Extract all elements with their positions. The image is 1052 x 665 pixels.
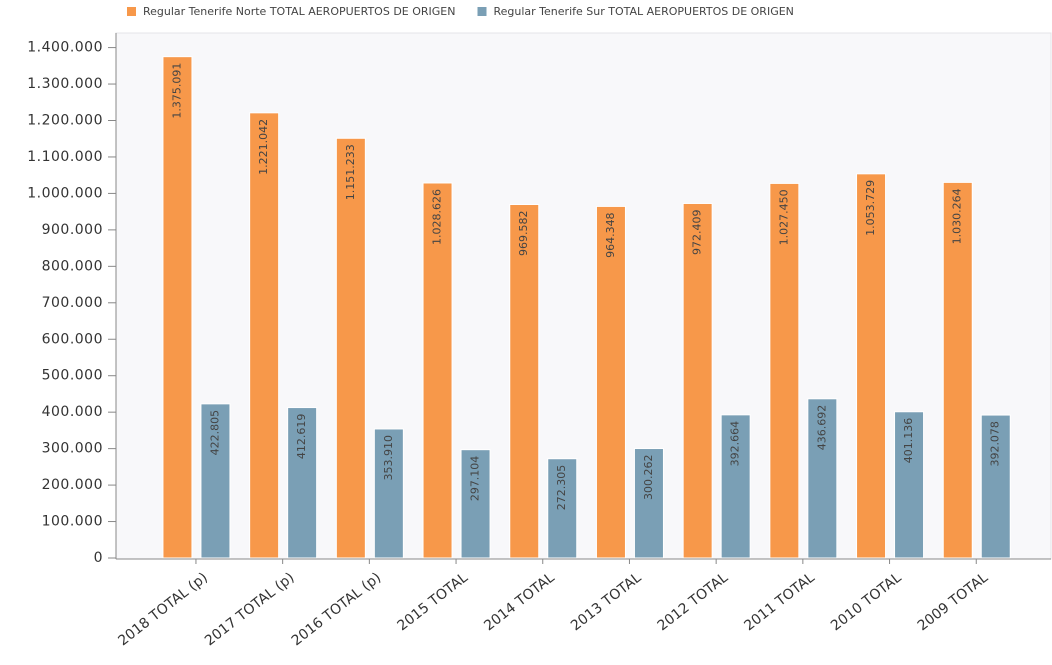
data-label: 422.805 [208,410,221,456]
bar [942,181,973,559]
bar [807,398,838,559]
y-tick-label: 600.000 [42,331,103,347]
bar [287,407,318,559]
y-tick-label: 500.000 [42,368,103,384]
y-tick-label: 300.000 [42,441,103,457]
data-label: 969.582 [517,211,530,257]
bar [422,182,453,559]
y-tick-label: 800.000 [42,258,103,274]
data-label: 1.027.450 [777,189,790,245]
y-tick-label: 100.000 [42,514,103,530]
data-label: 1.375.091 [170,63,183,119]
bar [460,449,491,559]
data-label: 972.409 [691,209,704,255]
data-label: 392.664 [729,421,742,467]
legend-label: Regular Tenerife Sur TOTAL AEROPUERTOS D… [494,5,794,18]
data-label: 1.151.233 [344,144,357,200]
x-tick-label: 2011 TOTAL [741,570,818,635]
bar [769,182,800,559]
x-tick-label: 2016 TOTAL (p) [289,570,385,650]
x-tick-label: 2015 TOTAL [395,570,472,635]
y-tick-label: 900.000 [42,222,103,238]
x-tick-label: 2017 TOTAL (p) [202,570,298,650]
data-label: 401.136 [902,418,915,464]
data-label: 300.262 [642,455,655,501]
bar [373,428,404,559]
data-label: 412.619 [295,414,308,460]
y-tick-label: 700.000 [42,295,103,311]
bar [335,137,366,559]
legend-swatch [127,7,136,16]
bar [980,414,1011,559]
x-tick-label: 2013 TOTAL [568,570,645,635]
y-tick-label: 1.400.000 [27,40,103,56]
data-label: 297.104 [469,456,482,502]
bar [633,448,664,559]
bar [682,202,713,559]
data-label: 1.028.626 [431,189,444,245]
data-label: 353.910 [382,435,395,481]
x-tick-label: 2009 TOTAL [915,570,992,635]
bar [162,56,193,559]
x-tick-label: 2018 TOTAL (p) [115,570,211,650]
bar [595,205,626,559]
y-tick-label: 1.100.000 [27,149,103,165]
y-tick-label: 200.000 [42,477,103,493]
data-label: 964.348 [604,212,617,258]
bar [200,403,231,559]
bar [856,173,887,559]
data-label: 436.692 [815,405,828,451]
data-label: 1.221.042 [257,119,270,175]
data-label: 1.053.729 [864,180,877,236]
data-label: 272.305 [555,465,568,511]
bar [249,112,280,559]
y-tick-label: 1.000.000 [27,185,103,201]
y-tick-label: 0 [94,550,103,566]
legend-label: Regular Tenerife Norte TOTAL AEROPUERTOS… [143,5,456,18]
bar [509,204,540,559]
x-tick-label: 2010 TOTAL [828,570,905,635]
y-tick-label: 1.200.000 [27,113,103,129]
bar [894,411,925,559]
x-tick-label: 2012 TOTAL [655,570,732,635]
x-tick-label: 2014 TOTAL [481,570,558,635]
y-tick-label: 1.300.000 [27,76,103,92]
legend-swatch [477,7,487,16]
bar [547,458,578,559]
y-tick-label: 400.000 [42,404,103,420]
data-label: 1.030.264 [951,188,964,244]
data-label: 392.078 [989,421,1002,467]
bar [720,414,751,559]
